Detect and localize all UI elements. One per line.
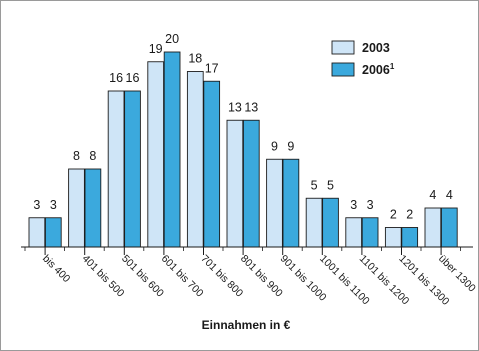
bar-2006-11 bbox=[440, 207, 458, 248]
x-tick-label: bis 400 bbox=[40, 253, 73, 286]
bar-2006-1 bbox=[44, 217, 62, 248]
value-label-2003-4: 19 bbox=[149, 42, 163, 56]
legend-footnote-marker: 1 bbox=[390, 62, 395, 71]
bars-layer bbox=[28, 51, 458, 248]
bar-2003-2 bbox=[68, 168, 85, 248]
bar-2006-9 bbox=[361, 217, 379, 248]
value-label-2003-1: 3 bbox=[33, 198, 40, 212]
value-label-2003-11: 4 bbox=[429, 188, 436, 202]
value-label-2006-7: 9 bbox=[287, 139, 294, 153]
bar-2006-4 bbox=[163, 51, 181, 248]
legend-label-2006: 20061 bbox=[362, 62, 395, 77]
value-label-2006-10: 2 bbox=[406, 208, 413, 222]
bar-2003-1 bbox=[28, 217, 46, 248]
x-tick-label: über 1300 bbox=[436, 253, 478, 295]
value-label-2003-5: 18 bbox=[188, 52, 202, 66]
value-label-2006-1: 3 bbox=[50, 198, 57, 212]
bar-2003-3 bbox=[107, 90, 125, 248]
value-label-2006-8: 5 bbox=[327, 178, 334, 192]
value-label-2003-8: 5 bbox=[311, 178, 318, 192]
bar-2003-11 bbox=[424, 207, 442, 248]
bar-2003-7 bbox=[266, 158, 283, 248]
value-label-2006-9: 3 bbox=[367, 198, 374, 212]
x-axis-title: Einnahmen in € bbox=[202, 318, 291, 332]
value-label-2003-7: 9 bbox=[271, 139, 278, 153]
value-label-2003-2: 8 bbox=[73, 149, 80, 163]
bar-2003-5 bbox=[186, 71, 204, 248]
value-label-2003-9: 3 bbox=[350, 198, 357, 212]
legend: 2003 20061 bbox=[331, 40, 395, 77]
legend-label-2003: 2003 bbox=[362, 41, 390, 55]
bar-2006-10 bbox=[401, 227, 419, 248]
bar-2006-3 bbox=[124, 90, 141, 248]
value-label-2006-5: 17 bbox=[205, 61, 219, 75]
bar-2006-6 bbox=[242, 119, 260, 248]
bar-2006-5 bbox=[203, 80, 221, 248]
x-axis bbox=[21, 246, 473, 255]
value-label-2003-3: 16 bbox=[109, 71, 123, 85]
legend-swatch-2003 bbox=[331, 40, 355, 55]
value-label-2006-4: 20 bbox=[165, 32, 179, 46]
value-label-2003-10: 2 bbox=[390, 208, 397, 222]
value-label-2006-2: 8 bbox=[89, 149, 96, 163]
bar-2003-9 bbox=[345, 217, 363, 248]
value-label-2006-6: 13 bbox=[244, 100, 258, 114]
value-label-2006-3: 16 bbox=[126, 71, 140, 85]
bar-2003-4 bbox=[147, 61, 165, 248]
legend-swatch-2006 bbox=[331, 62, 355, 77]
value-label-2006-11: 4 bbox=[446, 188, 453, 202]
bar-2006-7 bbox=[282, 158, 300, 248]
bar-2003-10 bbox=[384, 227, 402, 248]
bar-2003-6 bbox=[226, 119, 244, 248]
bar-2003-8 bbox=[305, 197, 323, 248]
value-label-2003-6: 13 bbox=[228, 100, 242, 114]
bar-2006-8 bbox=[322, 197, 339, 248]
bar-2006-2 bbox=[84, 168, 102, 248]
